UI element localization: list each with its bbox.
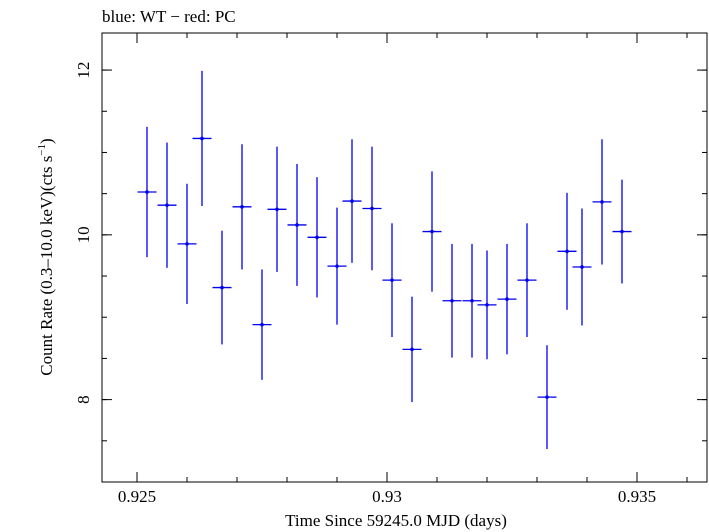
data-point	[572, 208, 592, 326]
data-point	[442, 243, 462, 358]
point-marker	[200, 136, 204, 141]
axis-ticks	[102, 33, 707, 483]
point-marker	[350, 199, 354, 203]
point-marker	[505, 297, 509, 301]
data-point	[592, 139, 612, 265]
data-point	[557, 192, 577, 310]
point-marker	[410, 347, 414, 352]
point-marker	[315, 235, 319, 240]
y-axis-title: Count Rate (0.3–10.0 keV)(cts s−1)	[36, 138, 56, 375]
data-point	[612, 179, 632, 284]
point-marker	[470, 298, 474, 303]
point-marker	[565, 249, 569, 254]
point-marker	[545, 395, 549, 399]
y-axis-title-superscript: −1	[36, 144, 48, 156]
point-marker	[295, 223, 299, 227]
data-point	[267, 146, 287, 272]
point-marker	[430, 229, 434, 234]
data-point	[212, 230, 232, 345]
x-axis-title: Time Since 59245.0 MJD (days)	[285, 511, 507, 530]
data-point	[192, 70, 212, 207]
data-point	[252, 269, 272, 380]
point-marker	[390, 278, 394, 282]
data-point	[537, 345, 557, 450]
data-point	[362, 146, 382, 271]
point-marker	[260, 322, 264, 327]
data-point	[382, 223, 402, 338]
point-marker	[220, 285, 224, 290]
y-tick-label: 10	[74, 226, 93, 243]
data-point	[307, 177, 327, 298]
data-point	[462, 243, 482, 358]
data-point	[137, 126, 157, 258]
y-axis-title-close: )	[37, 138, 56, 144]
point-marker	[145, 190, 149, 194]
axis-tick-labels: 0.925 0.93 0.935 8 10 12	[74, 62, 656, 506]
point-marker	[600, 200, 604, 204]
y-tick-label: 12	[74, 62, 93, 79]
x-tick-label: 0.93	[372, 487, 402, 506]
data-point	[342, 139, 362, 263]
y-axis-title-main: Count Rate (0.3–10.0 keV)(cts s	[37, 156, 56, 376]
plot-frame	[101, 32, 708, 483]
point-marker	[240, 205, 244, 209]
data-points	[137, 70, 632, 450]
x-tick-label: 0.935	[618, 487, 656, 506]
data-point	[157, 142, 177, 268]
point-marker	[185, 242, 189, 246]
data-point	[402, 296, 422, 403]
point-marker	[525, 278, 529, 282]
point-marker	[485, 303, 489, 307]
data-point	[232, 144, 252, 270]
data-point	[422, 171, 442, 292]
point-marker	[620, 229, 624, 234]
point-marker	[335, 264, 339, 268]
point-marker	[580, 265, 584, 269]
point-marker	[275, 207, 279, 212]
point-marker	[165, 203, 169, 207]
data-point	[327, 207, 347, 325]
x-tick-label: 0.925	[118, 487, 156, 506]
data-point	[477, 250, 497, 360]
chart-title: blue: WT − red: PC	[102, 7, 236, 26]
data-point	[517, 223, 537, 338]
data-point	[497, 243, 517, 355]
data-point	[177, 183, 197, 305]
point-marker	[370, 206, 374, 211]
data-point	[287, 163, 307, 286]
y-tick-label: 8	[74, 395, 93, 404]
point-marker	[450, 298, 454, 303]
